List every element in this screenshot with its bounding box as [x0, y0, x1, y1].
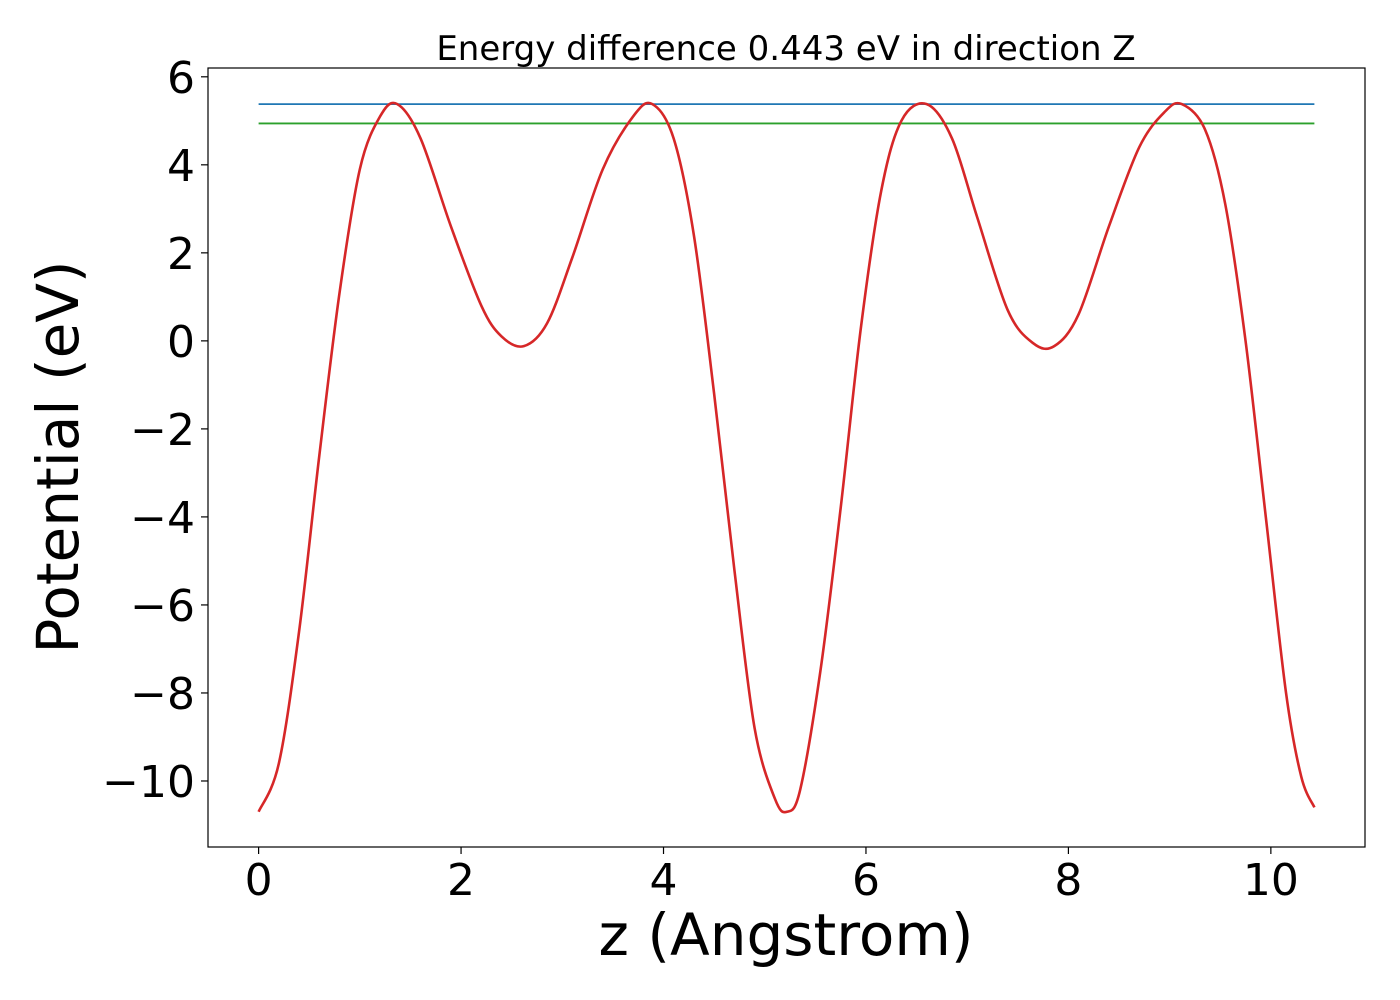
y-axis-ticks: −10 −8 −6 −4 −2 0 2 4 6 [102, 53, 208, 808]
y-tick-label: 0 [167, 317, 195, 368]
x-tick-label: 10 [1243, 855, 1299, 906]
x-axis-title: z (Angstrom) [599, 901, 974, 969]
chart-title: Energy difference 0.443 eV in direction … [436, 29, 1135, 69]
y-tick-label: −10 [102, 757, 195, 808]
x-tick-label: 4 [650, 855, 678, 906]
series-line-2 [257, 101, 1316, 814]
x-tick-label: 0 [245, 855, 273, 906]
plot-frame [207, 67, 1366, 848]
y-tick-label: −6 [130, 581, 195, 632]
x-tick-label: 8 [1054, 855, 1082, 906]
x-tick-label: 6 [852, 855, 880, 906]
x-axis-ticks: 0 2 4 6 8 10 [245, 847, 1299, 906]
y-tick-label: −4 [130, 493, 195, 544]
plot-lines [257, 101, 1316, 814]
x-tick-label: 2 [447, 855, 475, 906]
y-tick-label: 4 [167, 141, 195, 192]
y-tick-label: −8 [130, 669, 195, 720]
y-axis-title: Potential (eV) [24, 260, 92, 653]
y-tick-label: 2 [167, 229, 195, 280]
y-tick-label: 6 [167, 53, 195, 104]
y-tick-label: −2 [130, 405, 195, 456]
